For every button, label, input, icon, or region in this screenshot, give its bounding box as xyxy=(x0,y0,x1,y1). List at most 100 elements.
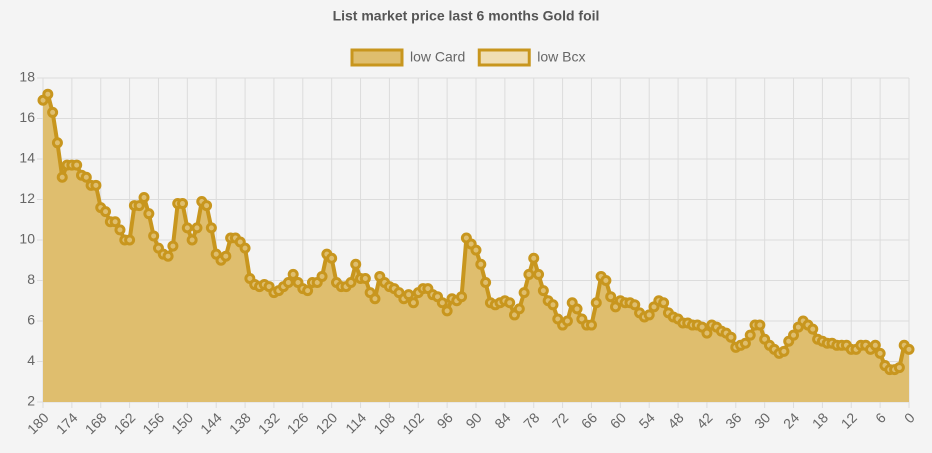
point xyxy=(287,268,299,280)
point xyxy=(345,277,357,289)
point xyxy=(350,258,362,270)
x-tick-label: 36 xyxy=(722,409,744,431)
point xyxy=(403,289,415,301)
x-tick-label: 78 xyxy=(520,409,542,431)
point xyxy=(71,159,83,171)
point xyxy=(778,345,790,357)
point xyxy=(100,206,112,218)
point xyxy=(133,200,145,212)
point xyxy=(407,297,419,309)
point xyxy=(523,268,535,280)
x-tick-label: 48 xyxy=(664,409,686,431)
x-tick-label: 54 xyxy=(636,409,658,431)
x-tick-label: 12 xyxy=(838,409,860,431)
point xyxy=(874,347,886,359)
x-tick-label: 168 xyxy=(82,409,110,437)
point xyxy=(475,258,487,270)
point xyxy=(191,222,203,234)
point xyxy=(441,305,453,317)
x-tick-label: 114 xyxy=(342,409,369,436)
point xyxy=(869,339,881,351)
point xyxy=(51,137,63,149)
point xyxy=(629,299,641,311)
y-tick-label: 12 xyxy=(19,190,35,206)
point xyxy=(528,252,540,264)
point xyxy=(504,297,516,309)
point xyxy=(90,179,102,191)
point xyxy=(47,106,59,118)
x-tick-label: 108 xyxy=(370,409,398,437)
x-tick-label: 144 xyxy=(197,409,225,437)
y-tick-label: 10 xyxy=(19,231,35,247)
x-tick-label: 18 xyxy=(809,409,831,431)
point xyxy=(643,309,655,321)
point xyxy=(893,362,905,374)
point xyxy=(571,303,583,315)
point xyxy=(80,171,92,183)
point xyxy=(600,275,612,286)
x-tick-label: 96 xyxy=(434,409,456,431)
x-tick-label: 180 xyxy=(24,409,52,437)
point xyxy=(42,88,54,100)
point xyxy=(124,234,136,246)
point xyxy=(605,291,617,303)
point xyxy=(326,252,338,264)
point xyxy=(456,291,468,303)
point xyxy=(807,323,819,335)
y-tick-label: 14 xyxy=(19,150,35,166)
point xyxy=(754,319,766,331)
point xyxy=(903,343,915,355)
x-tick-label: 30 xyxy=(751,409,773,431)
point xyxy=(436,297,448,309)
point xyxy=(585,319,597,331)
x-tick-label: 60 xyxy=(607,409,629,431)
x-tick-label: 102 xyxy=(399,409,427,437)
point xyxy=(56,171,68,183)
point xyxy=(114,224,126,236)
point xyxy=(590,297,602,309)
y-tick-label: 6 xyxy=(27,312,35,328)
point xyxy=(480,277,492,289)
point xyxy=(143,208,155,220)
point xyxy=(701,327,713,339)
point xyxy=(302,285,314,297)
point xyxy=(282,277,294,289)
x-tick-label: 162 xyxy=(111,409,139,437)
point xyxy=(744,329,756,341)
point xyxy=(205,222,217,234)
point xyxy=(186,234,198,246)
y-tick-label: 18 xyxy=(19,69,35,85)
point xyxy=(316,270,328,282)
x-tick-label: 156 xyxy=(139,409,167,437)
x-tick-label: 150 xyxy=(168,409,196,437)
point xyxy=(470,244,482,256)
point xyxy=(167,240,179,252)
point xyxy=(181,222,193,234)
x-tick-label: 66 xyxy=(578,409,600,431)
point xyxy=(788,329,800,341)
point xyxy=(561,315,573,327)
point xyxy=(148,230,160,242)
point xyxy=(533,268,545,280)
point xyxy=(739,337,751,349)
point xyxy=(369,293,381,305)
x-tick-label: 126 xyxy=(284,409,312,437)
point xyxy=(725,331,737,343)
chart-title: List market price last 6 months Gold foi… xyxy=(333,8,600,24)
x-tick-label: 84 xyxy=(491,409,513,431)
point xyxy=(359,272,371,284)
point xyxy=(537,285,549,297)
point xyxy=(109,216,121,228)
point xyxy=(201,200,213,212)
x-tick-label: 138 xyxy=(226,409,254,437)
point xyxy=(513,303,525,315)
legend-swatch xyxy=(477,48,531,67)
point xyxy=(138,191,150,203)
x-tick-label: 90 xyxy=(462,409,484,431)
x-tick-label: 6 xyxy=(872,409,889,426)
y-tick-label: 16 xyxy=(19,109,35,125)
point xyxy=(658,297,670,309)
x-tick-label: 72 xyxy=(549,409,571,431)
